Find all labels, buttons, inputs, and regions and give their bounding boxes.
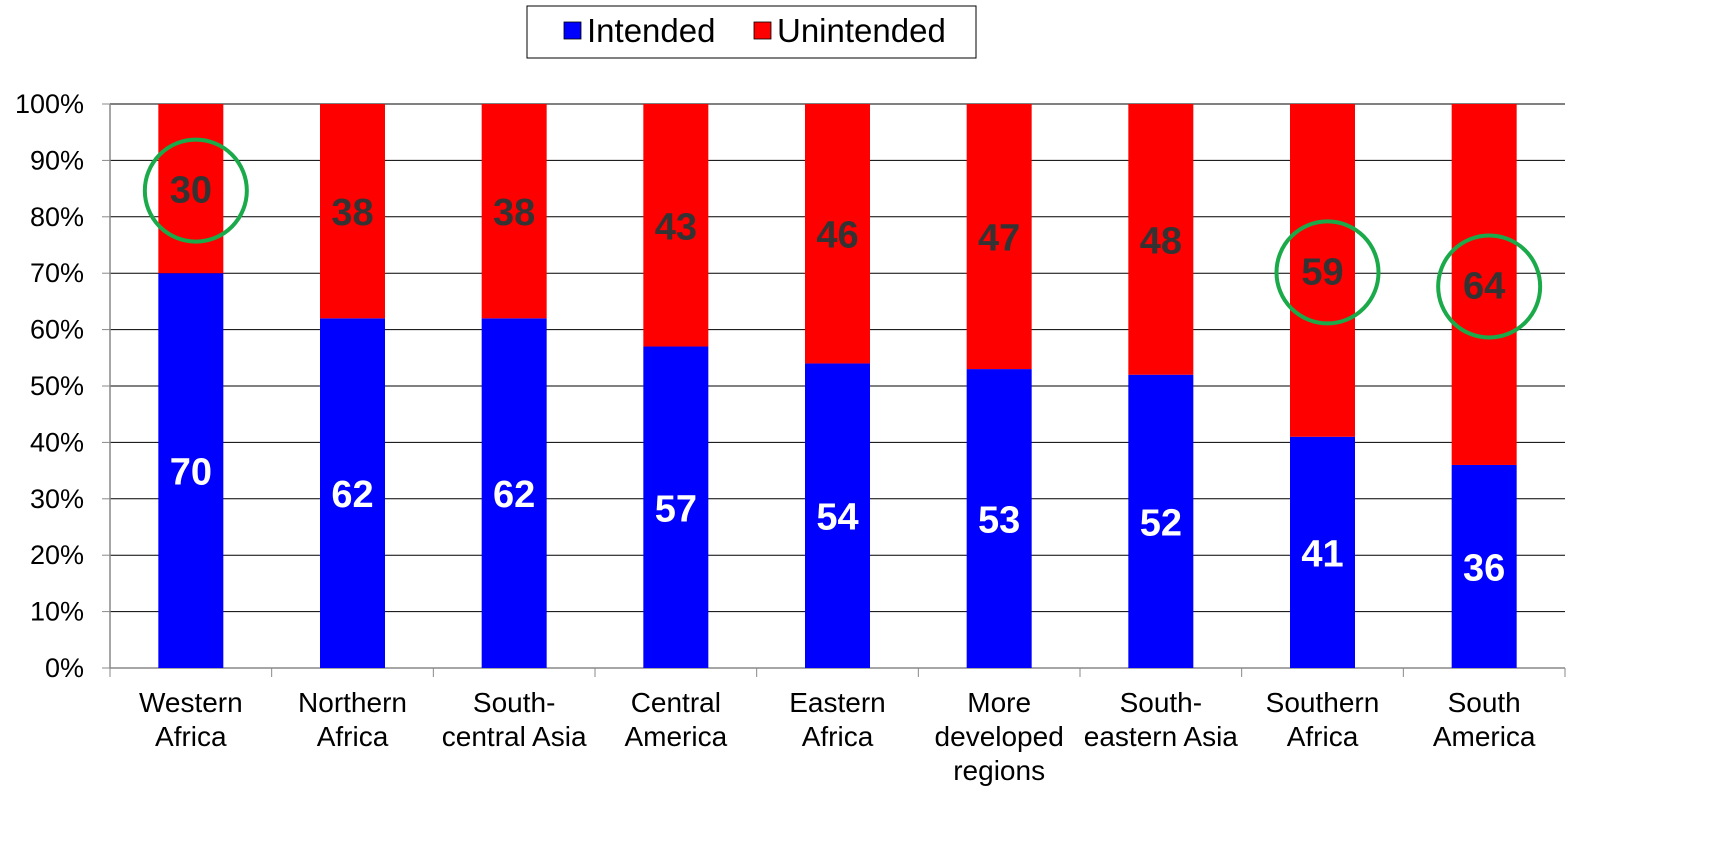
highlight-circle: [1274, 219, 1381, 326]
y-tick-label: 30%: [30, 484, 84, 514]
legend-swatch-unintended: [753, 21, 772, 40]
y-tick-label: 60%: [30, 315, 84, 345]
bar-unintended: [966, 104, 1032, 370]
bar-intended: [158, 273, 224, 668]
data-label-unintended: 59: [1301, 251, 1343, 293]
highlight-circle: [1436, 233, 1543, 340]
data-label-intended: 52: [1140, 502, 1182, 544]
data-label-unintended: 47: [978, 218, 1020, 260]
category-label: Southern: [1266, 687, 1380, 718]
legend-label-intended: Intended: [587, 12, 715, 49]
legend-box: [526, 5, 977, 59]
bar-intended: [805, 363, 870, 668]
data-label-intended: 62: [493, 474, 535, 516]
category-label: South: [1448, 687, 1521, 718]
bar-unintended: [320, 104, 385, 319]
category-label: Northern: [298, 687, 407, 718]
data-label-intended: 54: [816, 497, 858, 539]
data-label-intended: 41: [1301, 533, 1343, 575]
category-label: regions: [953, 755, 1045, 786]
data-label-unintended: 38: [493, 192, 535, 234]
bar-intended: [320, 318, 385, 668]
bar-intended: [481, 318, 547, 668]
bar-unintended: [643, 104, 709, 347]
category-label: America: [1433, 721, 1536, 752]
category-label: Eastern: [789, 687, 886, 718]
y-tick-label: 90%: [30, 145, 84, 175]
legend-label-unintended: Unintended: [777, 12, 946, 49]
y-tick-label: 100%: [15, 89, 84, 119]
category-label: eastern Asia: [1084, 721, 1239, 752]
bar-unintended: [158, 104, 224, 274]
bar-unintended: [1290, 104, 1355, 437]
category-label: Africa: [1287, 721, 1359, 752]
data-label-unintended: 43: [655, 206, 697, 248]
category-label: Central: [631, 687, 721, 718]
category-label: South-: [473, 687, 556, 718]
bar-unintended: [1128, 104, 1194, 375]
category-label: South-: [1120, 687, 1203, 718]
data-label-intended: 36: [1463, 547, 1505, 589]
y-tick-label: 70%: [30, 258, 84, 288]
bar-intended: [1451, 464, 1517, 668]
data-label-unintended: 38: [331, 192, 373, 234]
bar-intended: [966, 369, 1032, 668]
category-label: More: [967, 687, 1031, 718]
y-tick-label: 20%: [30, 540, 84, 570]
category-label: central Asia: [442, 721, 587, 752]
bar-unintended: [805, 104, 870, 364]
category-label: Africa: [802, 721, 874, 752]
bar-intended: [643, 346, 709, 668]
data-label-intended: 53: [978, 500, 1020, 542]
category-label: developed: [935, 721, 1064, 752]
bar-unintended: [1451, 104, 1517, 465]
y-tick-label: 80%: [30, 202, 84, 232]
data-label-unintended: 46: [816, 215, 858, 257]
bar-unintended: [481, 104, 547, 319]
category-label: Africa: [317, 721, 389, 752]
y-tick-label: 40%: [30, 427, 84, 457]
data-label-intended: 57: [655, 488, 697, 530]
category-label: America: [624, 721, 727, 752]
bar-intended: [1290, 436, 1355, 668]
y-tick-label: 50%: [30, 371, 84, 401]
data-label-intended: 62: [331, 474, 373, 516]
bar-intended: [1128, 374, 1194, 668]
highlight-circle: [142, 137, 249, 244]
y-tick-label: 10%: [30, 597, 84, 627]
data-label-unintended: 30: [170, 170, 212, 212]
data-label-intended: 70: [170, 452, 212, 494]
legend-swatch-intended: [563, 21, 582, 40]
y-tick-label: 0%: [45, 653, 84, 683]
data-label-unintended: 64: [1463, 265, 1505, 307]
data-label-unintended: 48: [1140, 220, 1182, 262]
category-label: Africa: [155, 721, 227, 752]
category-label: Western: [139, 687, 243, 718]
